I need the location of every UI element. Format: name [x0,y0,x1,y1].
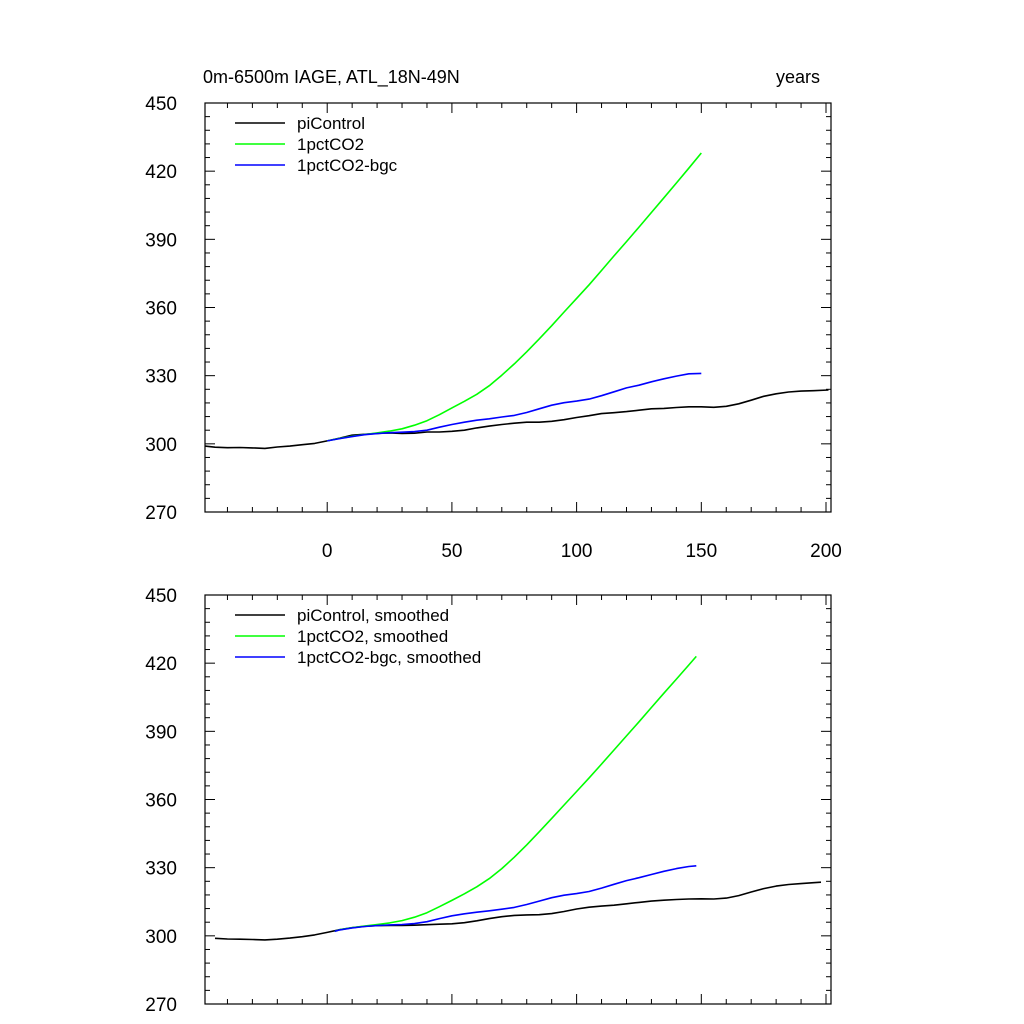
x-tick-label: 0 [322,541,333,562]
y-tick-label: 450 [145,586,177,607]
x-tick-label: 150 [685,541,717,562]
y-tick-label: 360 [145,791,177,812]
series-line-1pctco2 [327,152,702,442]
series-line-1pctco2-bgc [327,372,702,442]
series-line-1pctco2-bgc-smoothed [334,865,697,933]
y-tick-label: 330 [145,367,177,388]
upper-panel-chart: 0m-6500m IAGE, ATL_18N-49N years 270 300 3… [145,67,842,562]
series-line-1pctco2-smoothed [334,655,697,933]
y-tick-label: 390 [145,722,177,743]
y-tick-label: 390 [145,230,177,251]
legend-label: 1pctCO2 [297,135,364,154]
time-unit-label: years [776,67,820,87]
y-tick-label: 270 [145,995,177,1016]
chart-title: 0m-6500m IAGE, ATL_18N-49N [203,67,460,88]
y-tick-label: 420 [145,162,177,183]
y-tick-label: 270 [145,503,177,524]
legend-label: piControl [297,114,365,133]
y-tick-label: 300 [145,927,177,948]
y-tick-label: 420 [145,654,177,675]
y-tick-label: 360 [145,299,177,320]
legend-label: 1pctCO2-bgc [297,156,398,175]
legend-label: piControl, smoothed [297,606,449,625]
x-tick-label: 200 [810,541,842,562]
y-tick-label: 300 [145,435,177,456]
x-tick-label: 50 [441,541,462,562]
legend-label: 1pctCO2, smoothed [297,627,448,646]
series-line-picontrol [204,389,829,450]
x-tick-label: 100 [561,541,593,562]
series-line-picontrol-smoothed [214,881,822,941]
legend-label: 1pctCO2-bgc, smoothed [297,648,481,667]
y-tick-label: 330 [145,859,177,880]
lower-panel-chart: 270 300 330 360 390 420 450 piControl, smoothed… [145,586,832,1016]
y-tick-label: 450 [145,94,177,115]
